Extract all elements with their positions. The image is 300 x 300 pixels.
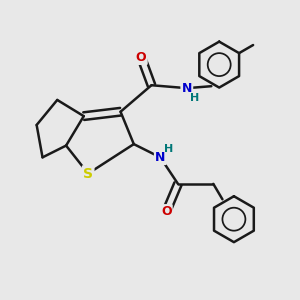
Text: O: O: [161, 205, 172, 218]
Text: H: H: [190, 94, 199, 103]
Text: N: N: [155, 151, 166, 164]
Text: O: O: [136, 51, 146, 64]
Text: N: N: [182, 82, 192, 95]
Text: H: H: [164, 143, 173, 154]
Text: S: S: [83, 167, 93, 181]
